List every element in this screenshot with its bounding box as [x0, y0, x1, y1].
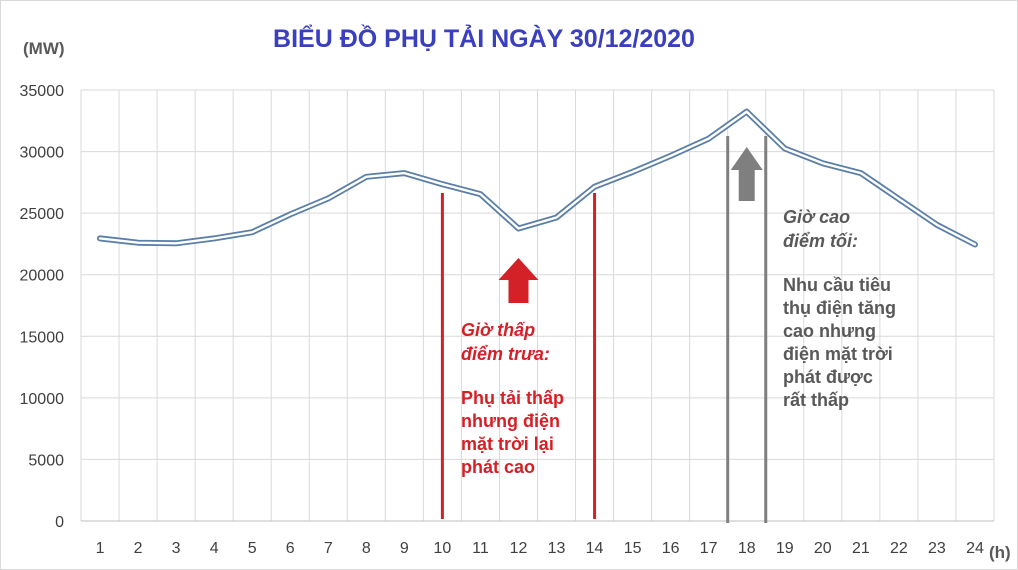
x-tick-label: 23	[928, 540, 946, 557]
annotation-midday-heading-1: Giờ thấp	[461, 320, 535, 340]
y-tick-label: 15000	[20, 329, 65, 346]
y-tick-label: 10000	[20, 391, 65, 408]
x-tick-label: 10	[433, 540, 451, 557]
y-tick-label: 25000	[20, 206, 65, 223]
annotation-evening-body-4: điện mặt trời	[783, 344, 893, 364]
annotation-evening: Giờ cao điểm tối: Nhu cầu tiêu thụ điện …	[783, 207, 896, 410]
x-tick-label: 7	[324, 540, 333, 557]
x-tick-label: 5	[248, 540, 257, 557]
x-tick-label: 20	[814, 540, 832, 557]
annotation-evening-body-6: rất thấp	[783, 390, 849, 410]
x-tick-label: 24	[966, 540, 984, 557]
annotation-evening-heading-1: Giờ cao	[783, 207, 850, 227]
x-tick-label: 11	[472, 540, 489, 557]
series-layer	[97, 108, 978, 248]
annotation-midday-body-4: phát cao	[461, 457, 535, 477]
x-tick-label: 8	[362, 540, 371, 557]
y-tick-label: 35000	[20, 83, 65, 100]
annotation-evening-body-1: Nhu cầu tiêu	[783, 275, 891, 295]
y-tick-label: 20000	[20, 268, 65, 285]
y-tick-label: 30000	[20, 145, 65, 162]
annotation-evening-body-5: phát được	[783, 367, 873, 387]
x-tick-label: 9	[400, 540, 409, 557]
x-tick-label: 4	[210, 540, 219, 557]
x-tick-label: 17	[700, 540, 718, 557]
x-tick-label: 1	[96, 540, 105, 557]
up-arrow-grey-icon	[730, 147, 763, 201]
x-tick-label: 22	[890, 540, 908, 557]
y-tick-label: 5000	[28, 452, 64, 469]
x-tick-label: 15	[624, 540, 642, 557]
x-tick-label: 13	[548, 540, 566, 557]
annotation-evening-body-2: thụ điện tăng	[783, 298, 896, 318]
marker-layer	[440, 136, 768, 523]
x-tick-label: 2	[134, 540, 143, 557]
x-tick-label: 14	[586, 540, 604, 557]
x-tick-label: 12	[510, 540, 528, 557]
annotation-midday-heading-2: điểm trưa:	[461, 344, 550, 364]
x-tick-label: 21	[852, 540, 870, 557]
x-tick-label: 18	[738, 540, 756, 557]
annotation-midday-body-1: Phụ tải thấp	[461, 388, 564, 408]
x-tick-label: 19	[776, 540, 794, 557]
annotation-evening-body-3: cao nhưng	[783, 321, 876, 341]
up-arrow-red-icon	[498, 258, 539, 303]
x-tick-label: 3	[172, 540, 181, 557]
chart-title: BIỂU ĐỒ PHỤ TẢI NGÀY 30/12/2020	[273, 23, 695, 53]
annotation-midday-body-2: nhưng điện	[461, 411, 560, 431]
y-axis-unit: (MW)	[23, 39, 65, 58]
series-line-inner	[98, 110, 977, 246]
x-tick-label: 6	[286, 540, 295, 557]
x-tick-label: 16	[662, 540, 680, 557]
annotation-midday: Giờ thấp điểm trưa: Phụ tải thấp nhưng đ…	[461, 320, 564, 477]
y-tick-label: 0	[55, 514, 64, 531]
x-axis-unit: (h)	[989, 543, 1011, 562]
annotation-evening-heading-2: điểm tối:	[783, 231, 858, 251]
annotation-midday-body-3: mặt trời lại	[461, 434, 554, 454]
